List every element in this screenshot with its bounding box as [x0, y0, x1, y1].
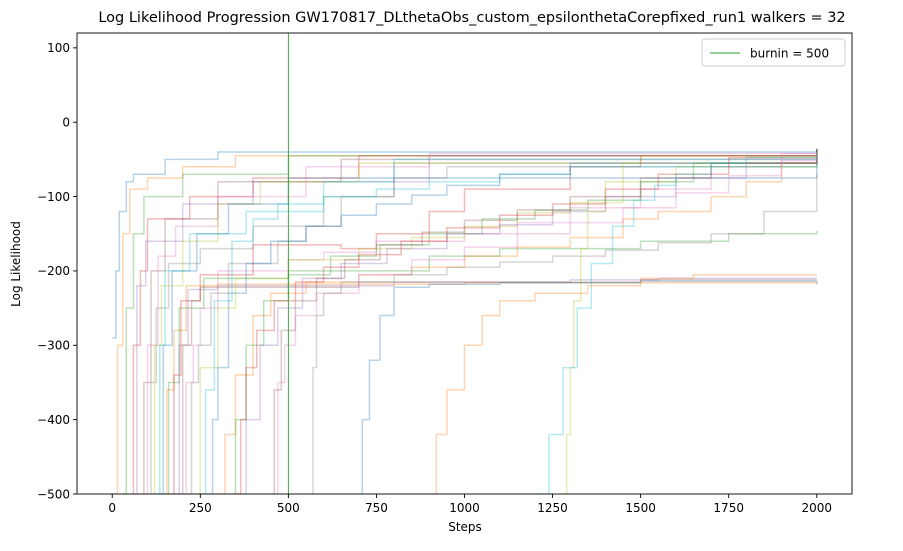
series-layer — [112, 148, 818, 494]
x-tick-label: 1750 — [713, 501, 744, 515]
walker-line — [186, 150, 818, 494]
y-axis-label: Log Likelihood — [9, 221, 23, 307]
walker-line — [154, 149, 818, 494]
walker-line — [151, 150, 818, 494]
x-tick-label: 500 — [277, 501, 300, 515]
legend-label: burnin = 500 — [750, 47, 829, 61]
walker-line — [158, 149, 818, 494]
walker-line — [217, 152, 818, 494]
walker-line — [429, 273, 817, 494]
walker-line — [122, 149, 818, 494]
walker-line — [358, 280, 818, 494]
walker-line — [129, 149, 818, 494]
chart-title: Log Likelihood Progression GW170817_DLth… — [98, 10, 845, 26]
walker-line — [147, 149, 818, 494]
walker-line — [161, 282, 818, 494]
walker-line — [182, 152, 818, 494]
y-tick-label: −300 — [37, 339, 70, 353]
walker-line — [200, 150, 818, 494]
y-axis-ticks: −500 −400 −300 −200 −100 0 100 — [37, 41, 77, 501]
y-tick-label: 100 — [47, 41, 70, 55]
x-tick-label: 1250 — [537, 501, 568, 515]
y-tick-label: −100 — [37, 190, 70, 204]
walker-line — [168, 150, 818, 494]
y-tick-label: −500 — [37, 487, 70, 501]
walker-line — [274, 153, 818, 494]
walker-line — [175, 279, 817, 494]
walker-line — [235, 150, 818, 494]
x-axis-label: Steps — [448, 520, 482, 534]
walker-line — [559, 152, 818, 494]
walker-line — [112, 148, 818, 339]
walker-line — [309, 174, 818, 494]
legend-box — [701, 38, 846, 67]
walker-line — [193, 152, 818, 494]
walker-line — [165, 230, 818, 494]
walker-line — [143, 149, 818, 494]
walker-line — [228, 149, 818, 494]
walker-line — [140, 149, 818, 494]
x-axis-ticks: 0 250 500 750 1000 1250 1500 1750 2000 — [108, 494, 832, 515]
y-tick-label: −400 — [37, 413, 70, 427]
y-tick-label: 0 — [62, 116, 70, 130]
walker-line — [270, 150, 818, 494]
x-tick-label: 250 — [189, 501, 212, 515]
y-tick-label: −200 — [37, 264, 70, 278]
x-tick-label: 1500 — [625, 501, 656, 515]
x-tick-label: 1000 — [449, 501, 480, 515]
legend: burnin = 500 — [701, 38, 846, 67]
walker-line — [172, 277, 817, 494]
walker-line — [242, 152, 818, 494]
walker-line — [207, 150, 818, 494]
x-tick-label: 2000 — [801, 501, 832, 515]
x-tick-label: 750 — [365, 501, 388, 515]
walker-line — [112, 149, 818, 494]
x-tick-label: 0 — [108, 501, 116, 515]
walker-line — [535, 152, 818, 494]
walker-line — [133, 150, 818, 494]
